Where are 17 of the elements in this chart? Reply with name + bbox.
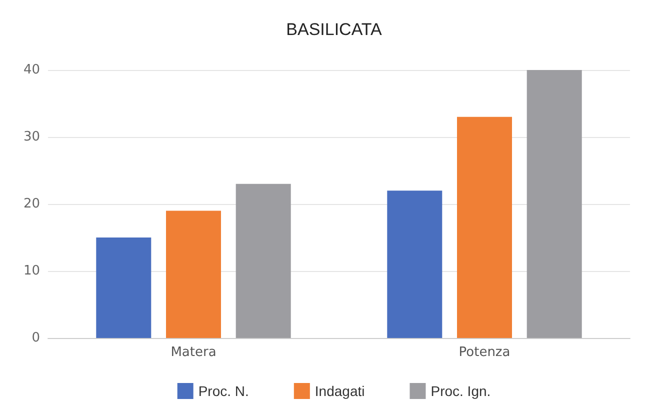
y-tick-label: 30 [23, 130, 40, 144]
bar [387, 190, 442, 338]
y-tick-label: 20 [23, 196, 40, 212]
bar [96, 238, 152, 338]
y-tick-label: 0 [32, 330, 40, 346]
bar [236, 184, 291, 338]
legend-label: Proc. Ign. [430, 383, 491, 399]
legend-label: Proc. N. [198, 383, 249, 399]
bar [526, 70, 582, 338]
legend-label: Indagati [314, 383, 365, 399]
y-tick-label: 10 [23, 264, 40, 278]
y-tick-label: 40 [23, 62, 40, 78]
x-tick-label: Potenza [458, 345, 510, 360]
bar [457, 116, 512, 338]
chart-title: BASILICATA [286, 20, 383, 39]
bar [166, 210, 221, 338]
x-tick-label: Matera [170, 345, 216, 360]
